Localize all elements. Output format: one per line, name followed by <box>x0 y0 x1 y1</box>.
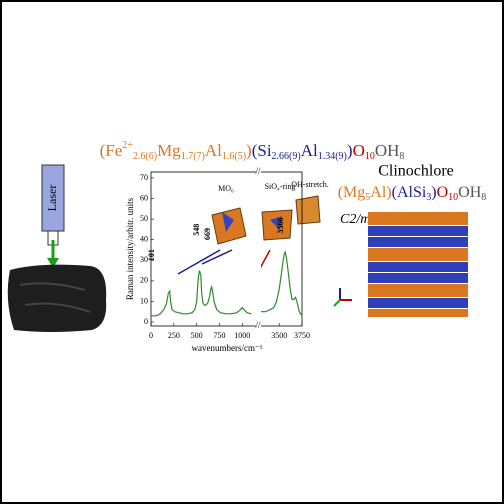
formula-part: (Si <box>252 141 272 160</box>
y-tick-label: 60 <box>140 193 148 202</box>
laser-label: Laser <box>45 185 59 212</box>
inset-label: OH-stretch. <box>291 180 329 189</box>
peak-label: 3566 <box>276 218 285 234</box>
formula-part: ) <box>431 184 436 201</box>
formula-part: 10 <box>365 151 375 162</box>
plot-frame <box>150 171 303 327</box>
formula-part: 1.34(9) <box>318 151 347 162</box>
formula-part: 8 <box>481 192 486 203</box>
formula-part: O <box>353 141 365 160</box>
formula-part: 2.6(6) <box>133 151 157 162</box>
y-tick-label: 40 <box>140 235 148 244</box>
x-tick-label: 3750 <box>294 331 310 340</box>
break-mark: // <box>255 166 261 176</box>
y-tick-label: 70 <box>140 173 148 182</box>
formula-part: 10 <box>448 192 458 203</box>
formula: (Fe2+​2.6(6)​Mg1.7(7)​Al1.6(5)​)(Si2.66(… <box>100 140 405 162</box>
x-tick-label: 500 <box>191 331 203 340</box>
x-tick-label: 0 <box>149 331 153 340</box>
y-tick-label: 10 <box>140 296 148 305</box>
formula-part: 2.66(9) <box>272 151 301 162</box>
formula-part: O <box>437 184 449 201</box>
formula-part: 8 <box>399 151 404 162</box>
formula-part: 1.7(7) <box>181 151 205 162</box>
x-tick-label: 750 <box>213 331 225 340</box>
formula-part: Al <box>205 141 222 160</box>
x-tick-label: 1000 <box>234 331 250 340</box>
formula-part: Mg <box>157 141 181 160</box>
space-group: C2/m <box>340 212 370 227</box>
y-tick-label: 50 <box>140 214 148 223</box>
laser-device: Laser <box>41 164 65 268</box>
x-tick-label: 250 <box>168 331 180 340</box>
formula-part: (AlSi <box>392 184 427 201</box>
sample-stone <box>7 264 107 332</box>
formula-part: 5 <box>365 192 370 203</box>
formula-part: 3 <box>426 192 431 203</box>
formula-part: 2+ <box>122 140 133 151</box>
y-axis-label: Raman intensity/arbitr. units <box>125 197 135 300</box>
y-tick-label: 30 <box>140 255 148 264</box>
formula-part: Al) <box>370 184 391 201</box>
break-mark: // <box>255 320 261 330</box>
formula-part: Al <box>301 141 318 160</box>
formula-part: 1.6(5) <box>222 151 246 162</box>
y-tick-label: 20 <box>140 276 148 285</box>
chart: // // wavenumbers/cm⁻¹ Raman intensity/a… <box>125 166 310 353</box>
peak-label: 548 <box>192 224 201 236</box>
spectrum-line <box>151 250 303 317</box>
inset-label: MO₆ <box>218 184 234 193</box>
formula-part: (Mg <box>338 184 366 201</box>
formula-part: OH <box>375 141 400 160</box>
inset-label: SiO₄-ring <box>265 182 296 191</box>
mineral-name: Clinochlore <box>378 163 454 180</box>
formula-part: (Fe <box>100 141 123 160</box>
axis-break <box>256 168 261 330</box>
formula-part: OH <box>458 184 482 201</box>
peak-label: 669 <box>203 228 212 240</box>
formula-part: ) <box>347 141 353 160</box>
y-tick-label: 0 <box>144 317 148 326</box>
crystal-structure <box>333 212 468 317</box>
x-axis-label: wavenumbers/cm⁻¹ <box>192 343 263 353</box>
mineral-formula: (Mg5​Al)(AlSi3​)O10​OH8​ <box>338 184 487 204</box>
x-tick-label: 3500 <box>271 331 287 340</box>
peak-label: 101 <box>147 249 156 261</box>
formula-part: ) <box>246 141 252 160</box>
